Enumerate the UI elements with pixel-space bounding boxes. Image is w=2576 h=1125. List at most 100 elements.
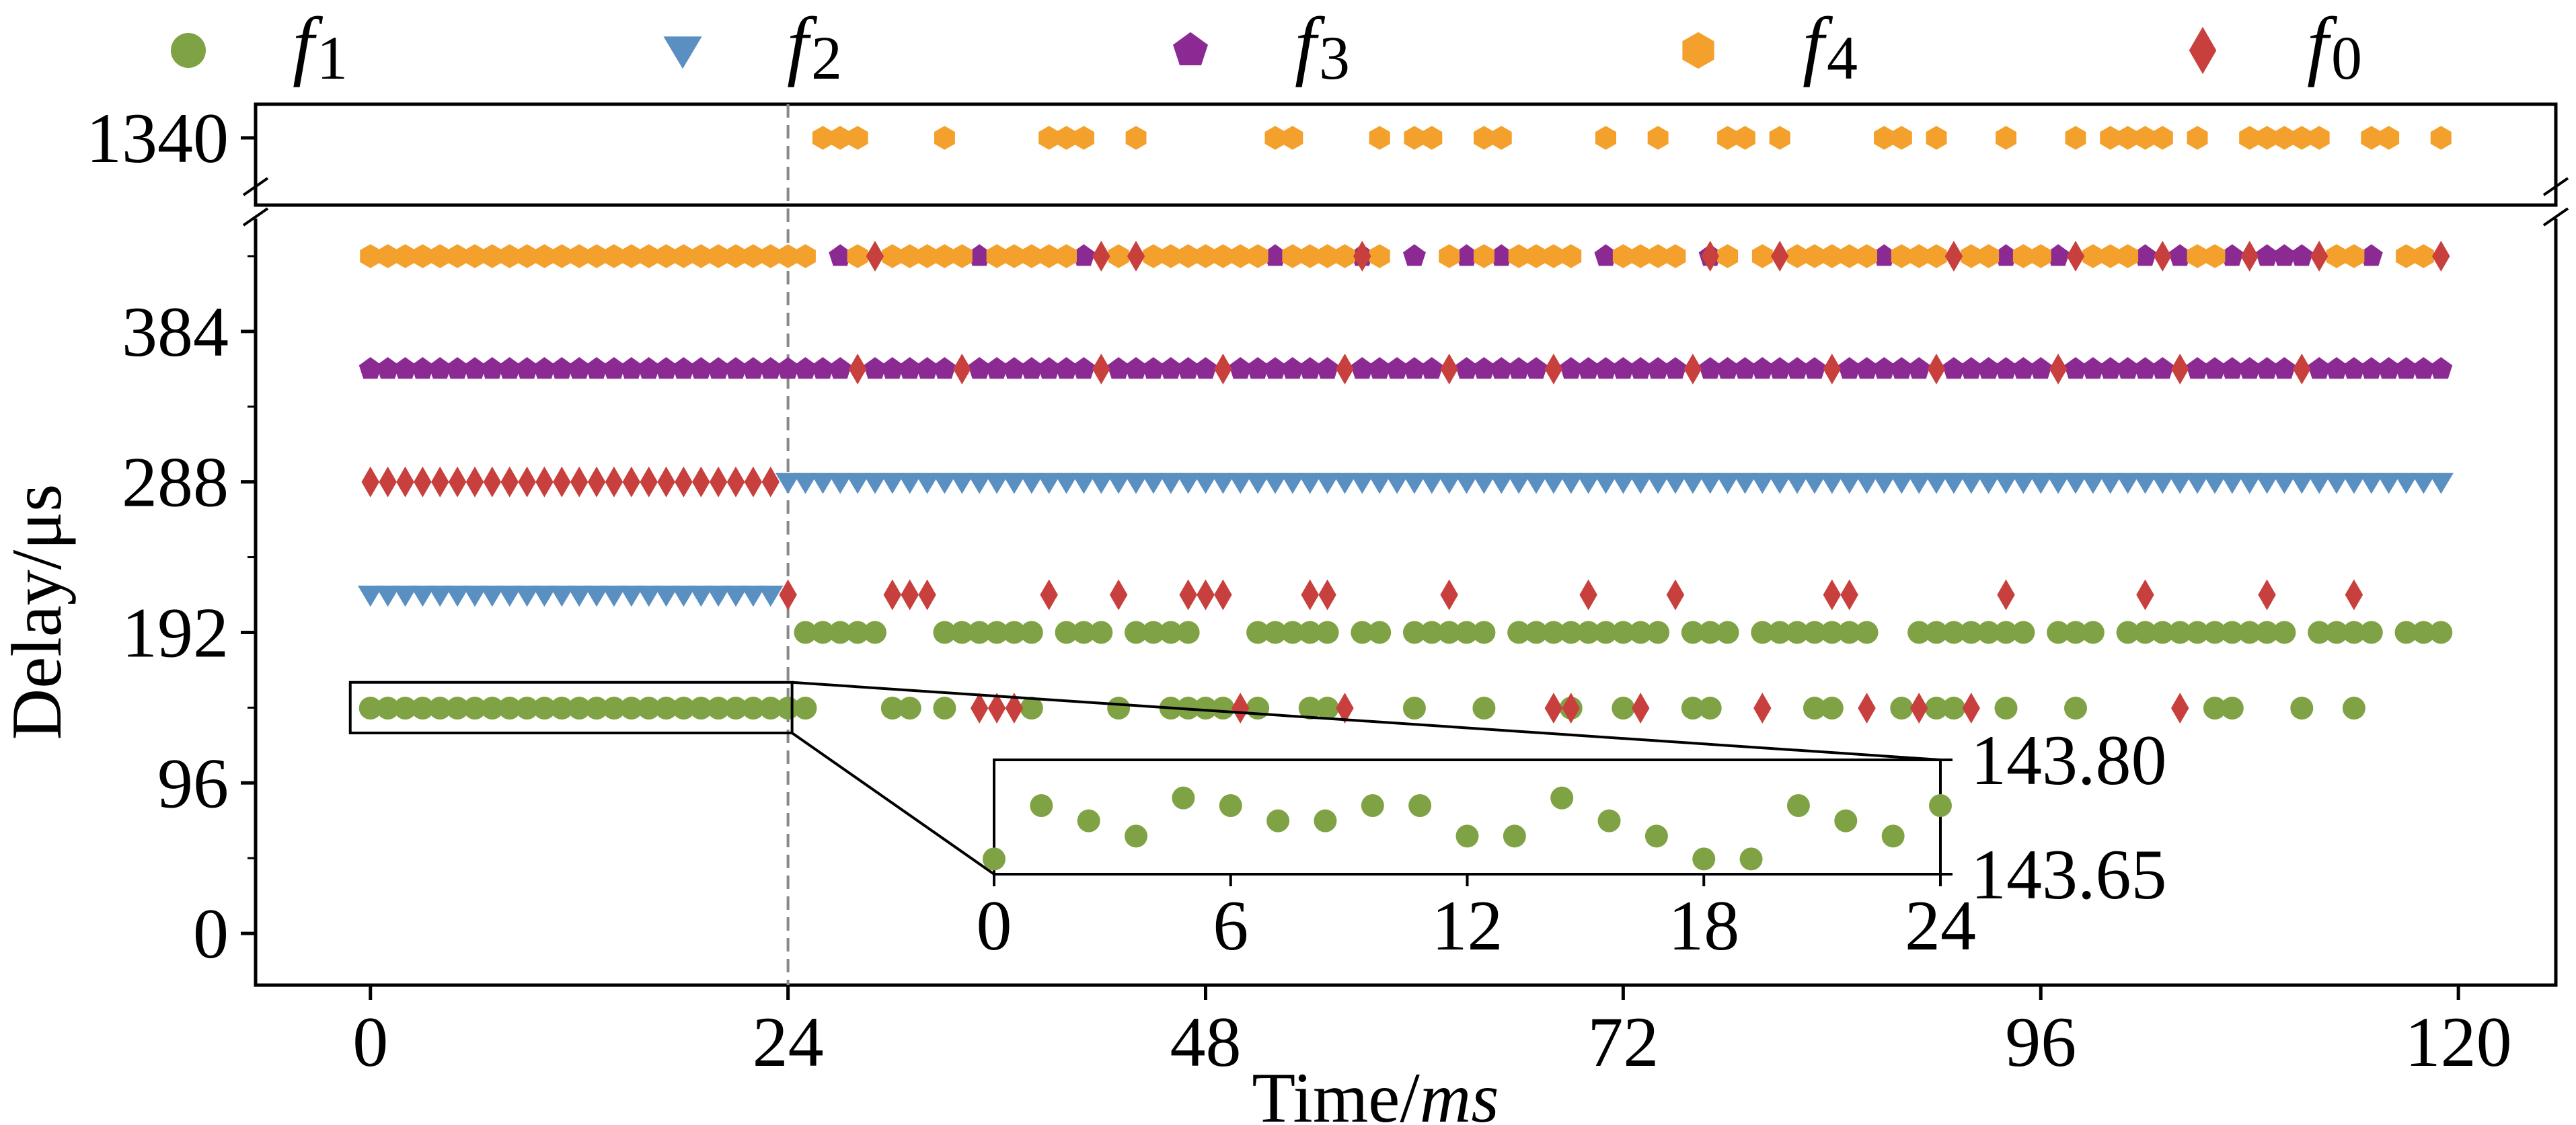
data-point-f1 bbox=[393, 697, 417, 720]
data-point-f1 bbox=[759, 697, 782, 720]
data-point-f3 bbox=[480, 357, 504, 379]
data-point-f4 bbox=[1891, 244, 1912, 268]
data-point-f2 bbox=[514, 585, 540, 607]
data-point-f3 bbox=[1194, 357, 1217, 379]
y-tick-label: 0 bbox=[193, 894, 229, 973]
data-point-f3 bbox=[2255, 244, 2279, 266]
data-point-f1 bbox=[707, 697, 730, 720]
y-tick-label: 384 bbox=[122, 293, 229, 371]
data-point-f3 bbox=[741, 357, 765, 379]
data-point-f2 bbox=[775, 473, 801, 494]
data-point-f4 bbox=[2257, 126, 2277, 150]
data-point-f1 bbox=[985, 621, 1009, 644]
inset-x-tick-label: 18 bbox=[1668, 886, 1739, 965]
data-point-f2 bbox=[1628, 473, 1653, 494]
data-point-f4 bbox=[899, 244, 921, 268]
data-point-f2 bbox=[1297, 473, 1323, 494]
data-point-f1 bbox=[2116, 621, 2139, 644]
data-point-f1 bbox=[1176, 621, 1200, 644]
data-point-f4 bbox=[1334, 244, 1355, 268]
data-point-f1 bbox=[1455, 621, 1478, 644]
inset-frame bbox=[993, 759, 1942, 876]
data-point-f1 bbox=[2290, 697, 2314, 720]
data-point-f3 bbox=[1751, 357, 1774, 379]
data-point-f4 bbox=[673, 244, 694, 268]
inset-data-point bbox=[1408, 794, 1432, 817]
data-point-f3 bbox=[1072, 357, 1096, 379]
data-point-f4 bbox=[2308, 126, 2330, 150]
data-point-f3 bbox=[2203, 357, 2226, 379]
inset-data-point bbox=[1219, 794, 1242, 817]
data-point-f3 bbox=[2429, 357, 2453, 379]
data-point-f2 bbox=[462, 585, 488, 607]
data-point-f2 bbox=[2080, 473, 2106, 494]
data-point-f4 bbox=[1978, 244, 2000, 268]
data-point-f3 bbox=[568, 357, 591, 379]
data-point-f4 bbox=[1160, 244, 1182, 268]
data-point-f2 bbox=[1488, 473, 1514, 494]
inset-data-point bbox=[1834, 809, 1858, 832]
data-point-f4 bbox=[1751, 244, 1773, 268]
data-point-f0 bbox=[1127, 241, 1145, 272]
y-tick-label: 96 bbox=[157, 744, 229, 822]
data-point-f2 bbox=[1975, 473, 2002, 494]
data-point-f2 bbox=[2220, 473, 2245, 494]
data-point-f2 bbox=[671, 585, 697, 607]
data-point-f3 bbox=[1264, 244, 1287, 266]
data-point-f1 bbox=[1977, 621, 2000, 644]
data-point-f0 bbox=[692, 466, 710, 498]
data-point-f1 bbox=[2203, 621, 2226, 644]
inset-data-point bbox=[1077, 809, 1100, 832]
data-point-f4 bbox=[534, 244, 555, 268]
inset-data-point bbox=[1266, 809, 1290, 832]
data-point-f2 bbox=[827, 473, 853, 494]
data-point-f4 bbox=[1404, 126, 1425, 150]
lower-axes-frame bbox=[254, 219, 2558, 987]
data-point-f1 bbox=[585, 697, 609, 720]
data-point-f2 bbox=[862, 473, 888, 494]
inset-data-point bbox=[1172, 786, 1195, 810]
data-point-f4 bbox=[760, 244, 782, 268]
data-point-f4 bbox=[2343, 244, 2365, 268]
data-point-f3 bbox=[2116, 357, 2139, 379]
x-axis-label: Time/ms bbox=[1252, 1058, 1499, 1125]
data-point-f3 bbox=[2273, 357, 2296, 379]
data-point-f4 bbox=[2065, 126, 2086, 150]
data-point-f1 bbox=[1472, 621, 1496, 644]
data-point-f3 bbox=[1107, 357, 1131, 379]
data-point-f2 bbox=[2115, 473, 2141, 494]
data-point-f2 bbox=[2289, 473, 2314, 494]
data-point-f4 bbox=[551, 244, 572, 268]
data-point-f3 bbox=[1994, 357, 2018, 379]
data-point-f2 bbox=[2167, 473, 2193, 494]
data-point-f2 bbox=[601, 585, 627, 607]
data-point-f0 bbox=[1962, 693, 1980, 724]
data-point-f3 bbox=[463, 357, 486, 379]
zoom-connector-bottom bbox=[791, 732, 995, 876]
data-point-f2 bbox=[445, 585, 470, 607]
data-point-f0 bbox=[779, 579, 797, 611]
data-point-f4 bbox=[1874, 126, 1895, 150]
data-point-f4 bbox=[2396, 244, 2417, 268]
data-point-f1 bbox=[898, 697, 921, 720]
data-point-f3 bbox=[2394, 357, 2418, 379]
data-point-f2 bbox=[2063, 473, 2088, 494]
data-point-f2 bbox=[758, 585, 784, 607]
data-point-f3 bbox=[1768, 357, 1792, 379]
data-point-f4 bbox=[1282, 244, 1303, 268]
inset-x-tick-label: 6 bbox=[1213, 886, 1248, 965]
data-point-f3 bbox=[968, 357, 991, 379]
data-point-f1 bbox=[1907, 621, 1931, 644]
data-point-f1 bbox=[1577, 621, 1600, 644]
data-point-f4 bbox=[517, 244, 537, 268]
data-point-f0 bbox=[1858, 693, 1876, 724]
data-point-f3 bbox=[619, 357, 643, 379]
data-point-f2 bbox=[549, 585, 574, 607]
data-point-f3 bbox=[1994, 244, 2018, 266]
data-point-f2 bbox=[1158, 473, 1184, 494]
data-point-f4 bbox=[2326, 244, 2347, 268]
data-point-f4 bbox=[951, 244, 973, 268]
data-point-f0 bbox=[901, 579, 919, 611]
data-point-f1 bbox=[1298, 697, 1322, 720]
